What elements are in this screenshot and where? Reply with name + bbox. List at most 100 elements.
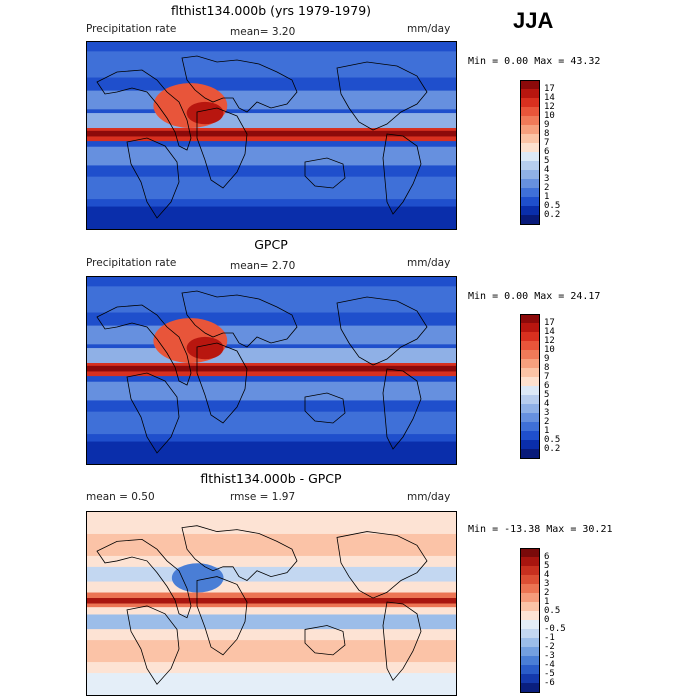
colorbar-swatch <box>520 359 540 369</box>
colorbar-tick-label: 14 <box>544 326 555 337</box>
colorbar-swatch <box>520 548 540 558</box>
colorbar-swatch <box>520 665 540 675</box>
colorbar-tick-label: 3 <box>544 407 550 418</box>
min-max-range: Min = -13.38 Max = 30.21 <box>468 524 613 535</box>
colorbar-swatch <box>520 89 540 99</box>
colorbar-swatch <box>520 656 540 666</box>
colorbar-swatch <box>520 422 540 432</box>
colorbar-tick-label: 0.5 <box>544 605 561 616</box>
variable-label: Precipitation rate <box>86 257 177 269</box>
colorbar-swatch <box>520 449 540 459</box>
colorbar-tick-label: -6 <box>544 677 555 688</box>
colorbar-tick-label: -0.5 <box>544 623 566 634</box>
units-label: mm/day <box>407 257 451 269</box>
colorbar-swatch <box>520 566 540 576</box>
colorbar-tick-label: 2 <box>544 587 550 598</box>
colorbar-tick-label: 17 <box>544 83 555 94</box>
colorbar-swatch <box>520 197 540 207</box>
colorbar-swatch <box>520 143 540 153</box>
colorbar-swatch <box>520 413 540 423</box>
colorbar-tick-label: 0.5 <box>544 200 561 211</box>
colorbar-tick-label: 14 <box>544 92 555 103</box>
colorbar-swatch <box>520 629 540 639</box>
colorbar-tick-label: 4 <box>544 569 550 580</box>
colorbar-swatch <box>520 323 540 333</box>
season-label: JJA <box>513 8 554 33</box>
colorbar-swatch <box>520 206 540 216</box>
colorbar-swatch <box>520 152 540 162</box>
colorbar-swatch <box>520 440 540 450</box>
difference-map <box>86 511 457 696</box>
colorbar-swatch <box>520 125 540 135</box>
colorbar-tick-label: 12 <box>544 335 555 346</box>
mean-value: mean= 3.20 <box>230 26 296 38</box>
colorbar-tick-label: 5 <box>544 389 550 400</box>
colorbar-swatch <box>520 557 540 567</box>
colorbar-swatch <box>520 107 540 117</box>
colorbar-tick-label: 2 <box>544 182 550 193</box>
colorbar-tick-label: 7 <box>544 137 550 148</box>
colorbar-swatch <box>520 593 540 603</box>
colorbar-swatch <box>520 395 540 405</box>
variable-label: Precipitation rate <box>86 23 177 35</box>
colorbar-swatch <box>520 602 540 612</box>
colorbar-swatch <box>520 332 540 342</box>
panel-title: flthist134.000b - GPCP <box>200 471 342 486</box>
colorbar-tick-label: -1 <box>544 632 555 643</box>
colorbar-tick-label: 9 <box>544 353 550 364</box>
colorbar: 17 14 12 10 9 8 7 6 5 4 3 2 1 0.5 0.2 <box>520 80 580 225</box>
colorbar-swatch <box>520 314 540 324</box>
colorbar-tick-label: 10 <box>544 344 555 355</box>
colorbar-tick-label: 3 <box>544 173 550 184</box>
colorbar-tick-label: 8 <box>544 128 550 139</box>
colorbar-tick-label: 4 <box>544 398 550 409</box>
colorbar-tick-label: 5 <box>544 155 550 166</box>
units-label: mm/day <box>407 23 451 35</box>
colorbar-swatch <box>520 350 540 360</box>
colorbar-swatch <box>520 611 540 621</box>
colorbar-swatch <box>520 116 540 126</box>
colorbar-tick-label: -4 <box>544 659 555 670</box>
colorbar-tick-label: 8 <box>544 362 550 373</box>
colorbar-swatch <box>520 620 540 630</box>
colorbar-tick-label: 4 <box>544 164 550 175</box>
model-precip-map <box>86 41 457 230</box>
colorbar-tick-label: 9 <box>544 119 550 130</box>
colorbar-swatch <box>520 647 540 657</box>
map-svg <box>87 277 456 464</box>
colorbar-tick-label: 0.5 <box>544 434 561 445</box>
colorbar-swatch <box>520 134 540 144</box>
colorbar-tick-label: 5 <box>544 560 550 571</box>
colorbar-swatch <box>520 188 540 198</box>
colorbar-tick-label: 0.2 <box>544 209 561 220</box>
colorbar-swatch <box>520 431 540 441</box>
colorbar-swatch <box>520 575 540 585</box>
colorbar-tick-label: -2 <box>544 641 555 652</box>
rmse-value: rmse = 1.97 <box>230 491 296 503</box>
colorbar-tick-label: 0.2 <box>544 443 561 454</box>
colorbar-swatch <box>520 638 540 648</box>
colorbar-tick-label: 3 <box>544 578 550 589</box>
mean-value: mean = 0.50 <box>86 491 155 503</box>
colorbar-swatch <box>520 386 540 396</box>
gpcp-precip-map <box>86 276 457 465</box>
units-label: mm/day <box>407 491 451 503</box>
colorbar-swatch <box>520 368 540 378</box>
colorbar-tick-label: 6 <box>544 380 550 391</box>
colorbar-swatch <box>520 404 540 414</box>
colorbar-swatch <box>520 674 540 684</box>
colorbar-tick-label: 1 <box>544 191 550 202</box>
colorbar-swatch <box>520 683 540 693</box>
colorbar-tick-label: 1 <box>544 596 550 607</box>
colorbar-tick-label: 2 <box>544 416 550 427</box>
colorbar-swatch <box>520 341 540 351</box>
colorbar-tick-label: -5 <box>544 668 555 679</box>
colorbar-swatch <box>520 179 540 189</box>
mean-value: mean= 2.70 <box>230 260 296 272</box>
colorbar-swatch <box>520 584 540 594</box>
colorbar-swatch <box>520 161 540 171</box>
colorbar-swatch <box>520 98 540 108</box>
colorbar-swatch <box>520 377 540 387</box>
colorbar-tick-label: 0 <box>544 614 550 625</box>
colorbar-tick-label: 17 <box>544 317 555 328</box>
